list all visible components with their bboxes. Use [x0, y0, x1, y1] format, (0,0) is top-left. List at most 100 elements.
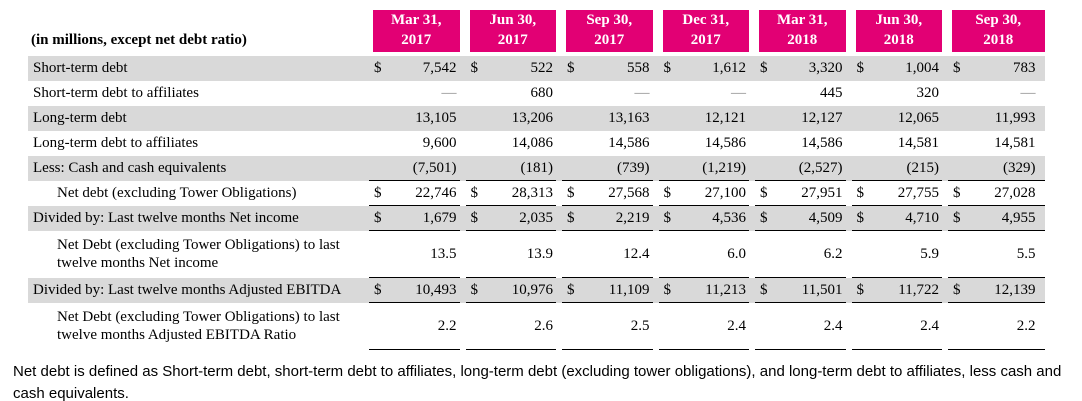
cell-value: 522: [530, 60, 554, 76]
value-cell: $2,219: [562, 206, 659, 231]
cell-value: 14,586: [608, 135, 650, 151]
cell-value: —: [731, 85, 746, 101]
cell-value: —: [1020, 85, 1036, 101]
value-cell: 2.4: [658, 303, 756, 350]
cell-value: 12,127: [801, 110, 843, 126]
value-cell: $27,951: [755, 181, 852, 206]
cell-value: 7,542: [422, 60, 457, 76]
cell-value: 2,035: [519, 210, 553, 226]
value-cell: 445: [755, 81, 852, 106]
table-row-5: Net debt (excluding Tower Obligations) $2…: [28, 181, 1045, 206]
value-cell: $27,100: [658, 181, 756, 206]
table-header-row: (in millions, except net debt ratio) Mar…: [28, 8, 1045, 52]
cell-value: 12,121: [704, 110, 746, 126]
value-cell: 13,206: [466, 106, 563, 131]
dollar-sign: $: [856, 282, 865, 298]
value-cell: $10,493: [369, 278, 466, 303]
cell-value: 2.4: [920, 318, 939, 334]
value-cell: (215): [851, 156, 949, 181]
dollar-sign: $: [953, 60, 961, 76]
value-cell: $1,004: [852, 56, 949, 81]
dollar-sign: $: [663, 210, 672, 226]
dollar-sign: $: [470, 282, 479, 298]
value-cell: $12,139: [948, 278, 1045, 303]
table-body: Short-term debt $7,542 $522 $558 $1,612 $3,32…: [28, 56, 1045, 350]
cell-value: 2,219: [615, 210, 650, 226]
cell-value: 2.6: [534, 318, 553, 334]
cell-value: 11,213: [705, 282, 746, 298]
quarter-header-2: Sep 30, 2017: [566, 10, 653, 52]
value-cell: $11,501: [755, 278, 852, 303]
dollar-sign: $: [663, 282, 672, 298]
dollar-sign: $: [953, 282, 961, 298]
dollar-sign: $: [760, 60, 768, 76]
value-cell: 5.5: [948, 231, 1045, 278]
dollar-sign: $: [760, 185, 768, 201]
cell-value: —: [441, 85, 457, 101]
cell-value: (181): [520, 160, 554, 176]
cell-value: 4,536: [712, 210, 746, 226]
cell-value: 6.0: [727, 246, 746, 262]
cell-value: 4,710: [905, 210, 939, 226]
cell-value: 2.2: [437, 318, 457, 334]
value-cell: (739): [562, 156, 659, 181]
row-label: Divided by: Last twelve months Net incom…: [33, 209, 299, 226]
cell-value: 27,568: [608, 185, 650, 201]
cell-value: 320: [916, 85, 940, 101]
value-cell: 14,586: [755, 131, 852, 156]
dollar-sign: $: [567, 60, 575, 76]
cell-value: 14,586: [801, 135, 843, 151]
row-label: Short-term debt to affiliates: [33, 84, 199, 101]
cell-value: 10,976: [511, 282, 553, 298]
value-cell: $4,509: [755, 206, 852, 231]
quarter-header-0: Mar 31, 2017: [373, 10, 460, 52]
value-cell: —: [948, 81, 1045, 106]
cell-value: 783: [1013, 60, 1036, 76]
dollar-sign: $: [470, 60, 479, 76]
cell-value: 680: [530, 85, 554, 101]
value-cell: 12,065: [852, 106, 949, 131]
cell-value: 22,746: [415, 185, 457, 201]
cell-value: 13.9: [526, 246, 553, 262]
table-row-2: Long-term debt 13,105 13,206 13,163 12,121 12…: [28, 106, 1045, 131]
value-cell: $522: [466, 56, 563, 81]
value-cell: $1,679: [369, 206, 466, 231]
dollar-sign: $: [567, 210, 575, 226]
cell-value: 13,163: [608, 110, 650, 126]
value-cell: 14,581: [852, 131, 949, 156]
cell-value: 13,105: [415, 110, 457, 126]
cell-value: 11,501: [801, 282, 843, 298]
value-cell: 14,586: [562, 131, 659, 156]
cell-value: 11,993: [994, 110, 1036, 126]
cell-value: 1,004: [905, 60, 939, 76]
row-label: Less: Cash and cash equivalents: [33, 159, 227, 176]
cell-value: 4,509: [808, 210, 843, 226]
dollar-sign: $: [470, 210, 479, 226]
dollar-sign: $: [663, 185, 672, 201]
value-cell: 2.6: [465, 303, 563, 350]
cell-value: (329): [1003, 160, 1036, 176]
row-label: Long-term debt to affiliates: [33, 134, 199, 151]
dollar-sign: $: [856, 185, 865, 201]
cell-value: 558: [627, 60, 650, 76]
dollar-sign: $: [374, 282, 382, 298]
cell-value: 12,065: [897, 110, 939, 126]
value-cell: 2.4: [851, 303, 949, 350]
cell-value: 6.2: [823, 246, 843, 262]
cell-value: 14,586: [704, 135, 746, 151]
value-cell: $4,536: [658, 206, 756, 231]
value-cell: (2,527): [755, 156, 852, 181]
cell-value: 12.4: [623, 246, 650, 262]
value-cell: 12,127: [755, 106, 852, 131]
value-cell: (329): [948, 156, 1045, 181]
cell-value: 1,612: [712, 60, 746, 76]
value-cell: 6.0: [658, 231, 756, 278]
value-cell: $4,710: [851, 206, 949, 231]
table-row-4: Less: Cash and cash equivalents (7,501) (1…: [28, 156, 1045, 181]
row-label: Net Debt (excluding Tower Obligations) t…: [57, 309, 340, 343]
quarter-header-1: Jun 30, 2017: [469, 10, 556, 52]
cell-value: 11,722: [898, 282, 939, 298]
cell-value: 27,951: [801, 185, 843, 201]
dollar-sign: $: [374, 185, 382, 201]
